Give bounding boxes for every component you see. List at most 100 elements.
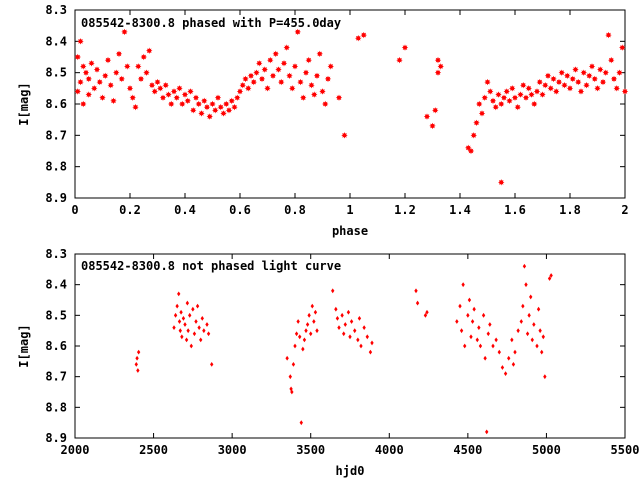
unphased-data-point xyxy=(491,343,495,349)
phased-data-point xyxy=(118,75,125,83)
phased-data-point xyxy=(294,28,301,36)
unphased-data-point xyxy=(210,362,214,367)
phased-data-point xyxy=(85,75,92,83)
phased-data-point xyxy=(572,66,579,73)
unphased-data-point xyxy=(370,340,374,346)
phased-data-point xyxy=(511,94,519,101)
phased-data-point xyxy=(104,56,112,64)
phased-data-point xyxy=(267,56,274,64)
phased-data-point xyxy=(264,85,271,92)
phased-data-point xyxy=(621,88,629,95)
unphased-x-tick-label: 3000 xyxy=(218,443,247,457)
unphased-data-point xyxy=(527,312,531,318)
unphased-data-point xyxy=(466,312,470,318)
unphased-data-point xyxy=(415,300,420,306)
phased-data-point xyxy=(80,63,87,70)
unphased-data-point xyxy=(549,273,553,278)
phased-data-point xyxy=(566,85,574,92)
phased-x-axis-label: phase xyxy=(332,224,368,238)
unphased-x-tick-label: 4500 xyxy=(453,443,482,457)
unphased-data-point xyxy=(334,306,338,312)
unphased-data-point xyxy=(540,349,544,355)
phased-data-point xyxy=(126,85,134,92)
phased-data-point xyxy=(80,100,87,108)
phased-data-point xyxy=(498,179,505,186)
phased-data-point xyxy=(316,50,323,58)
phased-x-tick-label: 1.8 xyxy=(559,203,581,217)
unphased-data-points xyxy=(134,263,553,435)
phased-data-point xyxy=(291,63,299,70)
unphased-data-point xyxy=(423,312,428,318)
phased-y-tick-label: 8.3 xyxy=(45,3,67,17)
phased-data-point xyxy=(253,69,260,76)
phased-data-point xyxy=(93,66,101,73)
unphased-y-tick-label: 8.9 xyxy=(45,431,67,445)
phased-data-point xyxy=(327,63,334,70)
phased-data-point xyxy=(319,88,326,95)
phased-data-point xyxy=(355,35,362,42)
unphased-y-tick-label: 8.8 xyxy=(45,400,67,414)
unphased-data-point xyxy=(293,343,297,349)
unphased-y-axis-label: I[mag] xyxy=(17,324,31,367)
unphased-data-point xyxy=(337,325,341,330)
phased-data-point xyxy=(217,103,224,111)
phased-data-point xyxy=(88,60,95,67)
phased-data-point xyxy=(82,69,90,76)
unphased-data-point xyxy=(516,328,520,334)
phased-data-point xyxy=(311,91,318,98)
phased-data-point xyxy=(542,82,549,89)
phased-data-point xyxy=(256,60,263,67)
unphased-data-point xyxy=(541,334,545,340)
phased-data-point xyxy=(360,31,367,39)
unphased-data-point xyxy=(524,282,528,288)
phased-data-point xyxy=(201,97,208,105)
phased-data-point xyxy=(179,100,186,108)
phased-data-point xyxy=(258,75,266,83)
unphased-data-point xyxy=(510,337,514,343)
phased-y-tick-label: 8.5 xyxy=(45,66,67,80)
phased-data-point xyxy=(313,72,321,79)
phased-data-point xyxy=(212,107,219,114)
unphased-data-point xyxy=(483,355,487,361)
unphased-y-tick-label: 8.3 xyxy=(45,247,67,261)
phased-data-point xyxy=(613,85,620,92)
phased-data-point xyxy=(476,100,483,108)
unphased-data-point xyxy=(304,328,308,334)
unphased-data-point xyxy=(486,331,490,337)
unphased-data-point xyxy=(497,349,501,355)
phased-data-point xyxy=(198,110,205,117)
phased-data-point xyxy=(467,147,475,155)
unphased-y-tick-label: 8.4 xyxy=(45,278,67,292)
phased-data-point xyxy=(74,88,81,95)
phased-data-point xyxy=(181,91,189,98)
phased-data-point xyxy=(536,78,543,86)
phased-data-point xyxy=(302,69,310,76)
phased-x-tick-label: 1 xyxy=(346,203,353,217)
unphased-data-point xyxy=(478,343,483,349)
phased-data-point xyxy=(214,94,222,101)
phased-x-tick-label: 0 xyxy=(71,203,78,217)
unphased-data-point xyxy=(529,294,533,300)
phased-data-point xyxy=(91,85,98,92)
phased-data-point xyxy=(85,91,92,98)
unphased-data-point xyxy=(349,319,354,324)
unphased-data-point xyxy=(205,322,209,327)
phased-data-point xyxy=(239,82,246,89)
phased-data-point xyxy=(280,60,288,67)
phased-y-axis-label: I[mag] xyxy=(17,82,31,125)
phased-data-point xyxy=(203,103,211,111)
unphased-data-point xyxy=(183,322,187,327)
phased-data-point xyxy=(261,66,268,73)
unphased-data-point xyxy=(206,331,211,337)
phased-data-point xyxy=(110,97,117,105)
phased-data-point xyxy=(492,103,499,111)
unphased-data-point xyxy=(511,362,516,367)
unphased-plot-frame xyxy=(74,253,626,439)
unphased-data-point xyxy=(481,312,486,318)
unphased-data-point xyxy=(184,337,189,343)
unphased-data-point xyxy=(309,331,313,337)
phased-data-point xyxy=(605,31,612,39)
unphased-data-point xyxy=(288,374,292,380)
phased-data-point xyxy=(137,75,145,83)
unphased-data-point xyxy=(200,316,204,321)
